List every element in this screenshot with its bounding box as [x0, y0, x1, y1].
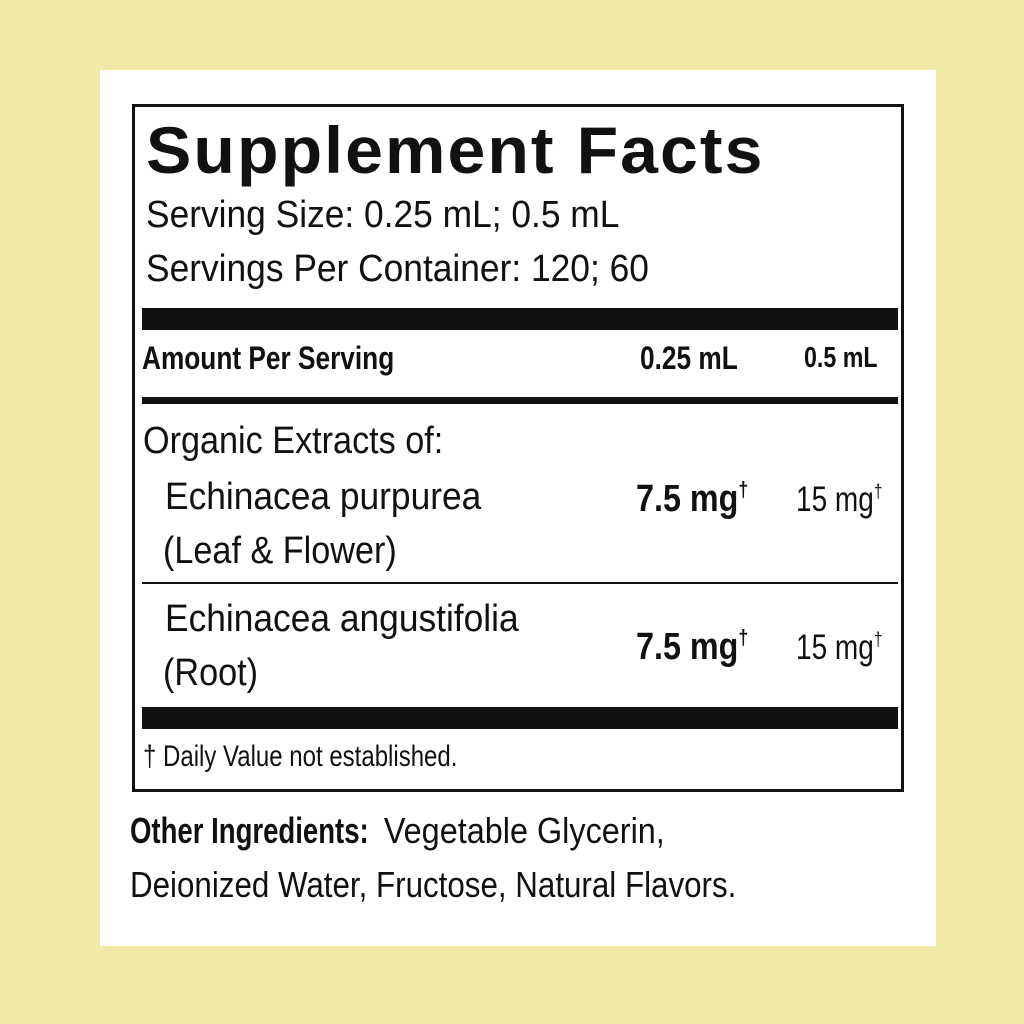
dagger: † — [873, 481, 883, 503]
dagger: † — [738, 626, 749, 650]
amount-value: 7.5 mg — [636, 626, 739, 668]
dagger: † — [873, 629, 883, 651]
dagger: † — [738, 478, 749, 502]
section-label: Organic Extracts of: — [143, 420, 444, 462]
other-ingredients: Other Ingredients: Vegetable Glycerin, — [130, 810, 665, 852]
amount-col2: 15 mg† — [796, 628, 882, 668]
supplement-facts-box — [132, 104, 904, 792]
other-ingredients-line1: Vegetable Glycerin, — [374, 810, 665, 851]
serving-size: Serving Size: 0.25 mL; 0.5 mL — [146, 194, 620, 236]
amount-col1: 7.5 mg† — [636, 626, 748, 669]
label-panel — [100, 70, 936, 946]
thin-divider — [142, 582, 898, 584]
column-header-2: 0.5 mL — [804, 342, 878, 374]
amount-col1: 7.5 mg† — [636, 478, 748, 521]
amount-value: 7.5 mg — [636, 478, 739, 520]
thick-divider — [142, 707, 898, 729]
thick-divider — [142, 308, 898, 330]
divider — [142, 397, 898, 404]
amount-value: 15 mg — [796, 480, 874, 519]
other-ingredients-line2: Deionized Water, Fructose, Natural Flavo… — [130, 864, 737, 905]
servings-per-container: Servings Per Container: 120; 60 — [146, 248, 649, 290]
ingredient-name: Echinacea purpurea — [165, 476, 482, 518]
amount-col2: 15 mg† — [796, 480, 882, 520]
amount-value: 15 mg — [796, 628, 874, 667]
ingredient-part: (Leaf & Flower) — [163, 530, 397, 572]
column-header-1: 0.25 mL — [640, 340, 738, 376]
title: Supplement Facts — [146, 113, 765, 187]
ingredient-name: Echinacea angustifolia — [165, 598, 519, 640]
amount-per-serving-label: Amount Per Serving — [142, 340, 395, 376]
footnote: † Daily Value not established. — [143, 740, 458, 773]
ingredient-part: (Root) — [163, 652, 259, 694]
other-ingredients-label: Other Ingredients: — [130, 810, 369, 851]
